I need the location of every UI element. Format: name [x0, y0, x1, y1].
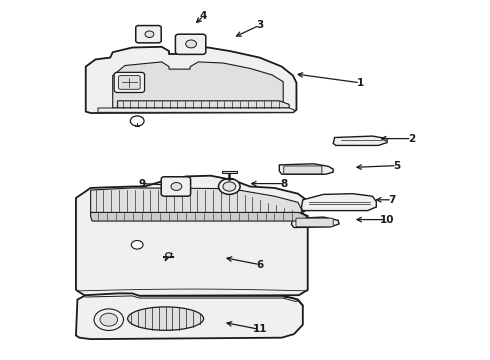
Polygon shape	[86, 47, 296, 113]
Circle shape	[145, 31, 154, 37]
Circle shape	[223, 182, 236, 191]
Text: 2: 2	[408, 134, 415, 144]
Text: 3: 3	[256, 20, 263, 30]
Circle shape	[166, 253, 171, 257]
Text: 11: 11	[252, 324, 267, 334]
FancyBboxPatch shape	[114, 72, 145, 93]
Polygon shape	[91, 212, 306, 221]
Text: 10: 10	[380, 215, 394, 225]
Text: 1: 1	[357, 78, 364, 88]
FancyBboxPatch shape	[119, 76, 140, 89]
Polygon shape	[292, 217, 339, 228]
Circle shape	[219, 179, 240, 194]
Polygon shape	[76, 176, 308, 296]
Polygon shape	[301, 194, 376, 211]
FancyBboxPatch shape	[136, 26, 161, 43]
Circle shape	[171, 183, 182, 190]
Circle shape	[186, 40, 196, 48]
Text: 4: 4	[199, 11, 207, 21]
Text: 8: 8	[281, 179, 288, 189]
Text: 5: 5	[393, 161, 400, 171]
FancyBboxPatch shape	[161, 177, 191, 196]
Polygon shape	[222, 171, 237, 173]
FancyBboxPatch shape	[284, 166, 322, 174]
Circle shape	[130, 116, 144, 126]
Polygon shape	[113, 62, 283, 108]
Text: 9: 9	[139, 179, 146, 189]
Circle shape	[131, 240, 143, 249]
Polygon shape	[333, 136, 387, 145]
Polygon shape	[76, 293, 303, 339]
Polygon shape	[118, 101, 289, 108]
Polygon shape	[98, 108, 294, 112]
Polygon shape	[91, 188, 301, 213]
Ellipse shape	[128, 307, 204, 330]
Circle shape	[100, 313, 118, 326]
Text: 6: 6	[256, 260, 263, 270]
Polygon shape	[279, 164, 333, 174]
FancyBboxPatch shape	[296, 218, 333, 227]
Text: 7: 7	[388, 195, 396, 205]
Circle shape	[94, 309, 123, 330]
FancyBboxPatch shape	[175, 34, 206, 54]
